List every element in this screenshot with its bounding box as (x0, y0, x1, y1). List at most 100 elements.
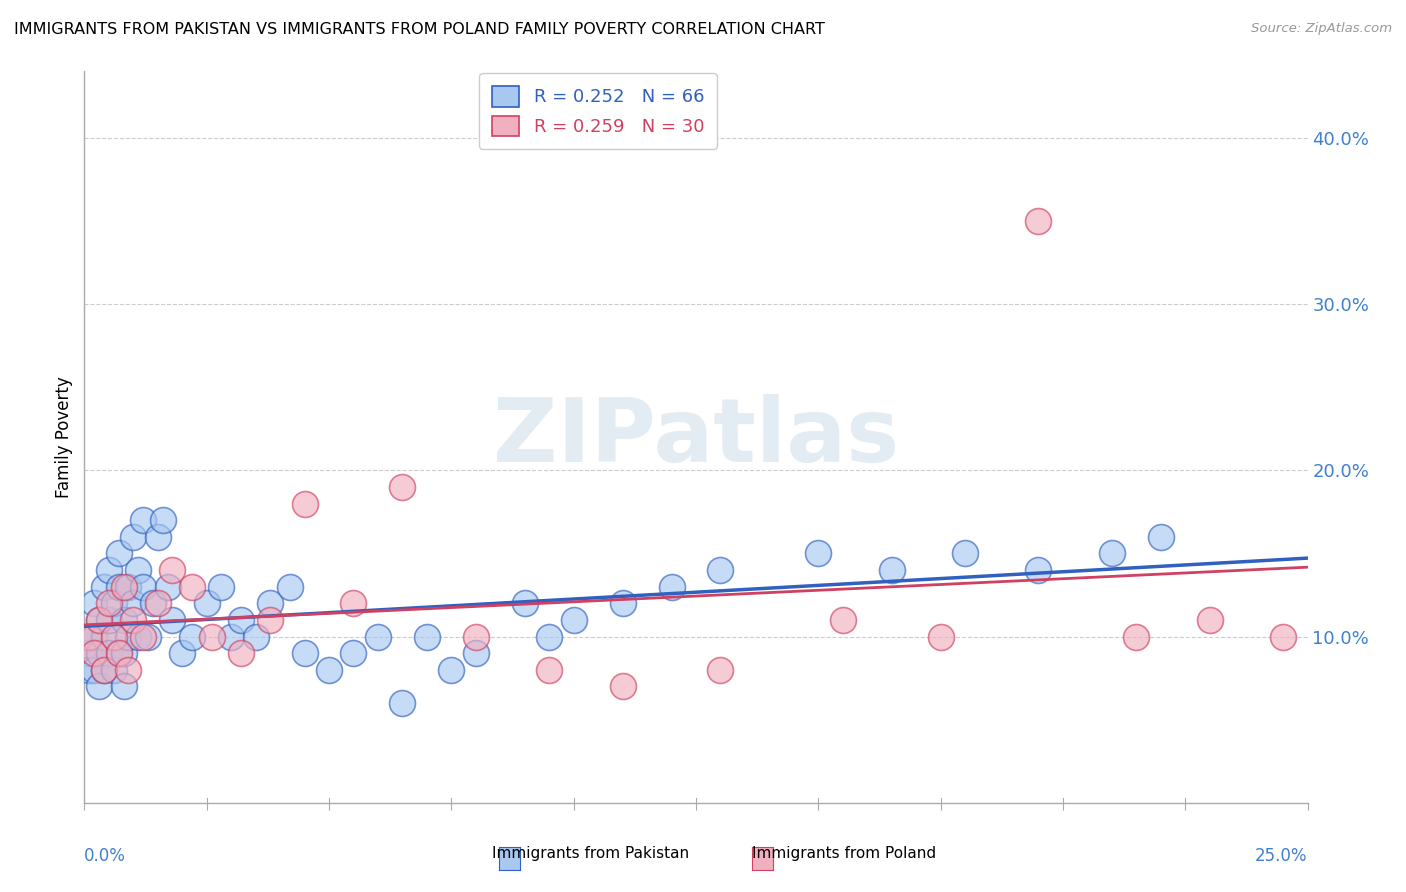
Point (391, 480, 413, 494)
Point (107, 580, 129, 594)
Point (87, 646, 110, 660)
Point (142, 596, 165, 610)
Point (83, 646, 105, 660)
Legend: R = 0.252   N = 66, R = 0.259   N = 30: R = 0.252 N = 66, R = 0.259 N = 30 (479, 73, 717, 149)
Point (156, 580, 179, 594)
Point (83, 630, 105, 644)
Point (1272, 630, 1295, 644)
Point (294, 646, 316, 660)
Point (136, 630, 159, 644)
Point (112, 613, 135, 627)
Text: Immigrants from Pakistan: Immigrants from Pakistan (492, 846, 689, 861)
Point (1198, 613, 1220, 627)
Point (464, 646, 486, 660)
Point (93, 630, 115, 644)
Point (162, 563, 184, 577)
Point (709, 663, 731, 677)
Point (162, 613, 184, 627)
Point (1150, 530, 1173, 544)
Point (181, 580, 204, 594)
Text: IMMIGRANTS FROM PAKISTAN VS IMMIGRANTS FROM POLAND FAMILY POVERTY CORRELATION CH: IMMIGRANTS FROM PAKISTAN VS IMMIGRANTS F… (14, 22, 825, 37)
Point (127, 630, 149, 644)
Point (122, 530, 145, 544)
Point (112, 646, 135, 660)
Point (97, 563, 120, 577)
Point (562, 613, 585, 627)
Point (464, 630, 486, 644)
Point (152, 513, 174, 527)
Point (172, 646, 194, 660)
Point (278, 580, 301, 594)
Point (259, 613, 281, 627)
Point (117, 630, 139, 644)
Point (181, 630, 204, 644)
Point (200, 630, 222, 644)
Point (93, 663, 115, 677)
Point (342, 646, 364, 660)
Point (77, 630, 100, 644)
Text: 25.0%: 25.0% (1256, 847, 1308, 864)
Point (245, 630, 267, 644)
Point (77, 663, 100, 677)
Point (77, 646, 100, 660)
Point (538, 663, 561, 677)
Point (93, 580, 115, 594)
Point (132, 513, 155, 527)
Y-axis label: Family Poverty: Family Poverty (55, 376, 73, 498)
Point (880, 563, 903, 577)
Point (146, 596, 169, 610)
Point (77, 630, 100, 644)
Point (112, 580, 135, 594)
Point (107, 646, 129, 660)
Point (97, 646, 120, 660)
Point (538, 630, 561, 644)
Point (97, 596, 120, 610)
Point (661, 580, 683, 594)
Point (112, 680, 135, 694)
Point (440, 663, 463, 677)
Point (195, 596, 218, 610)
Text: Source: ZipAtlas.com: Source: ZipAtlas.com (1251, 22, 1392, 36)
Text: Immigrants from Poland: Immigrants from Poland (752, 846, 935, 861)
Point (416, 630, 439, 644)
Point (97, 613, 120, 627)
Point (391, 696, 413, 710)
Point (807, 546, 830, 560)
Point (87, 680, 110, 694)
Point (122, 613, 145, 627)
Point (219, 630, 242, 644)
Point (87, 613, 110, 627)
Point (1101, 546, 1123, 560)
Point (1125, 630, 1147, 644)
Point (107, 546, 129, 560)
Point (122, 596, 145, 610)
Point (294, 497, 316, 511)
Point (132, 630, 155, 644)
Point (229, 646, 252, 660)
Point (929, 630, 952, 644)
Point (83, 663, 105, 677)
Point (103, 630, 125, 644)
Point (367, 630, 389, 644)
Point (1028, 214, 1050, 228)
Point (117, 580, 139, 594)
Point (513, 596, 536, 610)
Point (83, 596, 105, 610)
Text: 0.0%: 0.0% (84, 847, 127, 864)
Point (87, 613, 110, 627)
Text: ZIPatlas: ZIPatlas (494, 393, 898, 481)
Point (107, 646, 129, 660)
Point (318, 663, 340, 677)
Point (831, 613, 853, 627)
Point (103, 663, 125, 677)
Point (709, 563, 731, 577)
Point (103, 596, 125, 610)
Point (146, 530, 169, 544)
Point (132, 580, 155, 594)
Point (259, 596, 281, 610)
Point (342, 596, 364, 610)
Point (1028, 563, 1050, 577)
Point (612, 596, 634, 610)
Point (612, 680, 634, 694)
Point (117, 663, 139, 677)
